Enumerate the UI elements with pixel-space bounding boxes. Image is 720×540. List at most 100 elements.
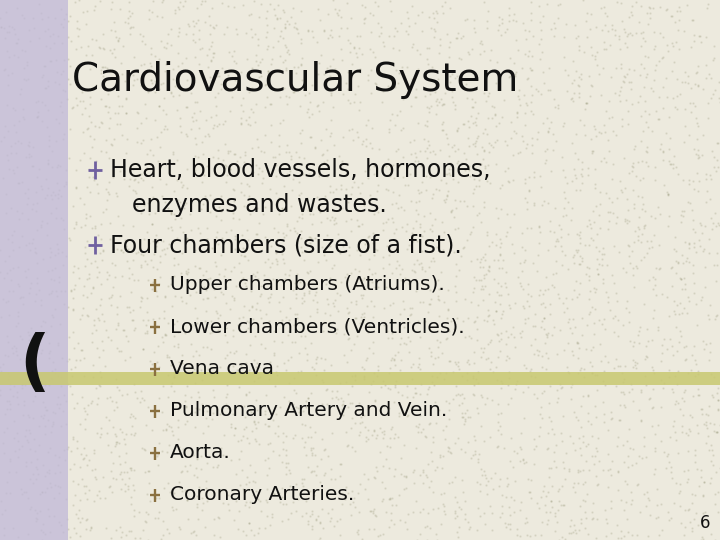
Point [567,346,578,355]
Point [276,483,287,492]
Point [352,489,364,497]
Point [583,241,595,249]
Point [51,178,63,187]
Point [122,256,133,265]
Point [526,15,537,24]
Point [42,12,54,21]
Point [494,184,505,192]
Point [86,118,97,126]
Point [393,161,405,170]
Point [197,271,209,280]
Point [99,45,110,53]
Point [105,534,117,540]
Point [521,205,533,213]
Point [209,93,220,102]
Point [288,321,300,329]
Point [714,420,720,429]
Point [708,420,720,428]
Point [38,384,50,393]
Point [665,462,677,471]
Point [214,72,225,80]
Point [243,502,255,511]
Point [486,396,498,404]
Point [109,26,121,35]
Point [690,69,702,78]
Text: enzymes and wastes.: enzymes and wastes. [132,193,387,217]
Point [116,391,127,400]
Point [351,245,363,254]
Point [643,110,654,119]
Point [53,80,64,89]
Point [215,79,226,88]
Point [160,180,171,188]
Point [115,468,127,476]
Point [179,0,191,5]
Point [611,131,622,139]
Point [569,251,580,259]
Point [359,484,370,493]
Point [554,326,566,335]
Point [644,275,655,284]
Point [189,152,201,161]
Point [259,258,271,266]
Point [157,237,168,246]
Point [282,222,293,231]
Point [610,64,621,72]
Point [423,460,434,468]
Point [84,526,96,535]
Point [181,103,192,112]
Point [647,314,658,322]
Point [684,98,696,107]
Point [446,206,458,214]
Point [17,410,29,419]
Point [556,482,567,490]
Point [148,491,160,500]
Point [67,501,78,510]
Point [341,0,352,7]
Point [408,468,419,477]
Point [242,235,253,244]
Point [321,156,333,164]
Point [470,137,482,145]
Point [207,463,219,471]
Point [201,497,212,505]
Point [274,93,286,102]
Point [237,485,248,494]
Point [219,331,230,340]
Point [642,52,654,61]
Point [296,210,307,218]
Point [549,103,561,111]
Point [81,255,93,264]
Point [523,475,534,483]
Point [323,33,334,42]
Point [5,148,17,157]
Point [440,435,451,443]
Point [305,389,317,398]
Point [526,98,537,106]
Point [88,173,99,181]
Point [444,168,455,177]
Point [37,520,49,529]
Point [274,14,286,22]
Point [542,127,554,136]
Point [130,534,141,540]
Point [22,344,33,353]
Point [386,199,397,208]
Point [168,272,180,280]
Point [624,29,636,37]
Point [250,420,261,429]
Point [667,351,678,360]
Point [501,227,513,236]
Point [16,46,27,55]
Point [542,246,554,255]
Point [138,32,149,40]
Point [342,85,354,93]
Point [638,433,649,441]
Point [495,347,506,355]
Point [680,428,691,437]
Point [446,92,458,101]
Point [97,44,109,52]
Point [607,314,618,323]
Point [0,24,9,32]
Point [13,215,24,224]
